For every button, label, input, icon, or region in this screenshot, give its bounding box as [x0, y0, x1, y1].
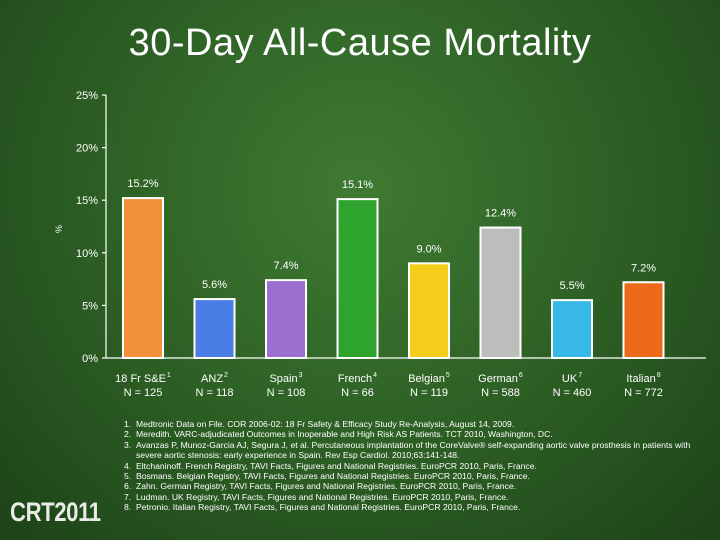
chart-labels: 15.2% 18 Fr S&E1 N = 125 5.6% ANZ2 N = 118 7.4…	[115, 178, 663, 399]
bar-value-label: 15.1%	[342, 179, 373, 191]
slide-title: 30-Day All-Cause Mortality	[128, 22, 592, 64]
x-category-n: N = 125	[124, 387, 163, 399]
x-category-label: ANZ2	[201, 372, 228, 385]
chart-bars	[122, 197, 665, 360]
mortality-bar-chart: 0% 5% 10% 15% 20% 25%% 15.2% 18 Fr S&E1 N = 125…	[54, 90, 665, 399]
y-tick-label: 10%	[76, 248, 98, 260]
reference-item: 6. Zahn. German Registry, TAVI Facts, Fig…	[124, 481, 716, 491]
y-tick-label: 25%	[76, 90, 98, 102]
reference-item: 2. Meredith. VARC-adjudicated Outcomes in…	[124, 429, 716, 439]
reference-number: 3.	[124, 439, 132, 450]
reference-number: 2.	[124, 429, 132, 440]
reference-item: 3. Avanzas P, Munoz-Garcia AJ, Segura J, …	[124, 440, 716, 461]
reference-text: Bosmans. Belgian Registry, TAVI Facts, F…	[136, 471, 530, 482]
y-axis-label: %	[54, 225, 64, 233]
reference-text: Zahn. German Registry, TAVI Facts, Figur…	[136, 481, 517, 492]
y-tick-label: 5%	[82, 300, 98, 312]
reference-number: 5.	[124, 471, 132, 482]
y-tick-label: 20%	[76, 143, 98, 155]
x-category-label: 18 Fr S&E1	[115, 372, 171, 385]
bar-value-label: 7.2%	[631, 262, 656, 274]
x-category-label: French4	[338, 372, 377, 385]
bar-value-label: 15.2%	[127, 178, 158, 190]
reference-number: 6.	[124, 481, 132, 492]
reference-text: Ludman. UK Registry, TAVI Facts, Figures…	[136, 491, 509, 502]
reference-text: Petronio. Italian Registry, TAVI Facts, …	[136, 502, 521, 513]
bar-value-label: 5.6%	[202, 279, 227, 291]
x-category-label: German6	[478, 372, 523, 385]
bar	[551, 299, 593, 360]
x-category-label: UK7	[562, 372, 582, 385]
bar	[193, 298, 236, 360]
bar	[336, 198, 379, 359]
reference-item: 1. Medtronic Data on File. COR 2006-02: 1…	[124, 419, 716, 429]
reference-item: 5. Bosmans. Belgian Registry, TAVI Facts,…	[124, 471, 716, 481]
x-category-n: N = 66	[341, 387, 374, 399]
x-category-n: N = 460	[553, 387, 592, 399]
x-category-label: Belgian5	[408, 372, 450, 385]
reference-number: 7.	[124, 491, 132, 502]
y-tick-label: 15%	[76, 195, 98, 207]
x-category-n: N = 108	[267, 387, 306, 399]
reference-number: 1.	[124, 419, 132, 429]
y-tick-label: 0%	[82, 353, 98, 365]
bar	[122, 197, 164, 359]
reference-item: 4. Eltchaninoff. French Registry, TAVI Fa…	[124, 461, 716, 471]
reference-text: Meredith. VARC-adjudicated Outcomes in I…	[136, 429, 553, 440]
bar-value-label: 7.4%	[273, 260, 298, 272]
crt2011-logo: CRT2011	[10, 497, 101, 527]
x-category-n: N = 118	[195, 387, 233, 399]
reference-text: Medtronic Data on File. COR 2006-02: 18 …	[136, 419, 515, 429]
x-category-label: Italian8	[626, 372, 660, 385]
reference-text: Avanzas P, Munoz-Garcia AJ, Segura J, et…	[136, 439, 691, 461]
bar	[408, 262, 450, 360]
bar	[479, 226, 522, 359]
bar	[622, 281, 665, 360]
reference-list: 1. Medtronic Data on File. COR 2006-02: 1…	[124, 419, 716, 513]
reference-item: 8. Petronio. Italian Registry, TAVI Facts…	[124, 502, 716, 512]
x-category-n: N = 772	[624, 387, 663, 399]
reference-number: 8.	[124, 502, 132, 513]
x-category-label: Spain3	[269, 372, 302, 385]
reference-text: Eltchaninoff. French Registry, TAVI Fact…	[136, 460, 537, 471]
bar-value-label: 5.5%	[559, 280, 584, 292]
bar-value-label: 12.4%	[485, 208, 516, 220]
x-category-n: N = 588	[481, 387, 520, 399]
bar	[265, 279, 307, 360]
bar-value-label: 9.0%	[416, 243, 441, 255]
reference-item: 7. Ludman. UK Registry, TAVI Facts, Figur…	[124, 492, 716, 502]
reference-number: 4.	[124, 460, 132, 471]
x-category-n: N = 119	[410, 387, 448, 399]
